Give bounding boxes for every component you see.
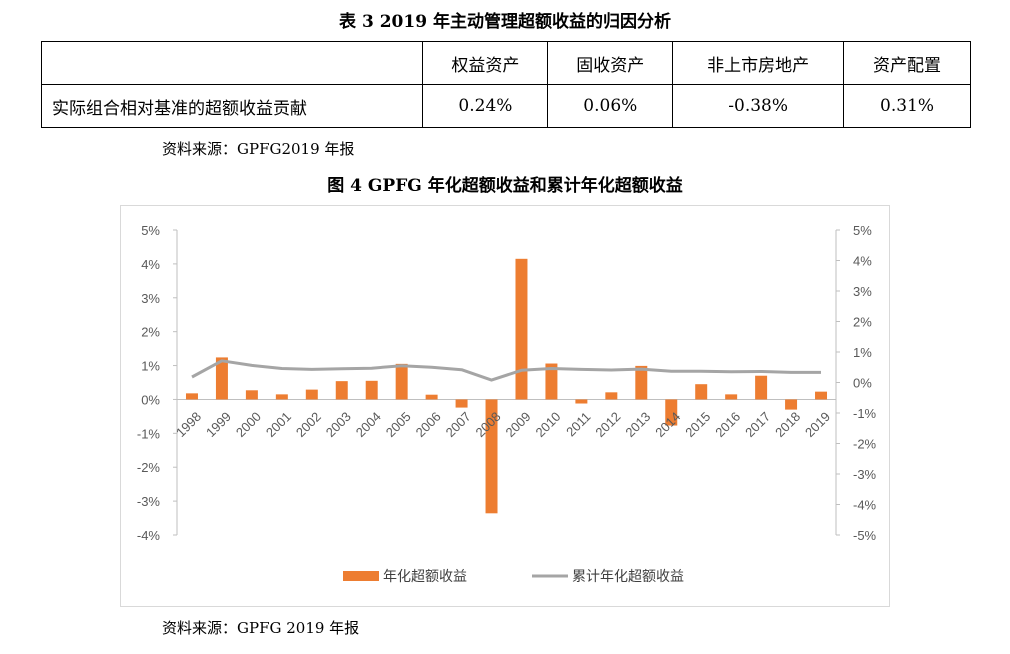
legend-swatch-annual [343, 571, 379, 581]
table-row: 实际组合相对基准的超额收益贡献 0.24% 0.06% -0.38% 0.31% [40, 84, 971, 128]
left-axis-tick-label: 0% [141, 392, 160, 407]
bar-2018 [785, 399, 798, 410]
category-label-2019: 2019 [802, 409, 833, 440]
header-cell-fixed-income: 固收资产 [547, 41, 674, 85]
bar-1999 [215, 357, 228, 400]
bar-2007 [455, 399, 468, 408]
bar-2015 [695, 384, 708, 400]
bar-2013 [635, 365, 648, 400]
category-label-2012: 2012 [592, 409, 623, 440]
bar-2000 [245, 390, 258, 400]
value-cell-allocation: 0.31% [843, 84, 971, 128]
category-label-1998: 1998 [173, 409, 204, 440]
header-cell-real-estate: 非上市房地产 [672, 41, 845, 85]
bar-2016 [725, 394, 738, 400]
left-axis-tick-label: 3% [141, 291, 160, 306]
header-cell-empty [40, 41, 424, 85]
bar-2004 [365, 380, 378, 400]
right-axis-tick-label: 1% [853, 345, 872, 360]
category-label-2015: 2015 [682, 409, 713, 440]
category-label-2005: 2005 [383, 409, 414, 440]
category-label-2017: 2017 [742, 409, 773, 440]
bar-2008 [485, 399, 498, 514]
left-axis-tick-label: -3% [137, 494, 161, 509]
header-cell-equity: 权益资产 [422, 41, 549, 85]
row-label: 实际组合相对基准的超额收益贡献 [40, 84, 424, 128]
category-label-2000: 2000 [233, 409, 264, 440]
table-title: 表 3 2019 年主动管理超额收益的归因分析 [339, 12, 671, 32]
left-axis-tick-label: 4% [141, 257, 160, 272]
figure-source: 资料来源：GPFG 2019 年报 [162, 619, 360, 637]
right-axis-tick-label: 4% [853, 254, 872, 269]
left-axis-tick-label: -1% [137, 426, 161, 441]
legend-label-annual: 年化超额收益 [383, 569, 467, 585]
header-cell-allocation: 资产配置 [843, 41, 971, 85]
category-label-2011: 2011 [563, 409, 593, 439]
category-label-2007: 2007 [443, 409, 474, 440]
right-axis-tick-label: -5% [853, 528, 877, 543]
category-label-2002: 2002 [293, 409, 324, 440]
category-label-2001: 2001 [263, 409, 294, 440]
bar-2006 [425, 394, 438, 400]
category-label-2010: 2010 [532, 409, 563, 440]
value-cell-real-estate: -0.38% [672, 84, 845, 128]
bar-2010 [545, 363, 558, 400]
right-axis-tick-label: 2% [853, 315, 872, 330]
bar-2014 [665, 399, 678, 426]
category-label-2014: 2014 [652, 409, 683, 440]
right-axis-tick-label: -3% [853, 467, 877, 482]
table-header-row: 权益资产 固收资产 非上市房地产 资产配置 [40, 41, 971, 85]
attribution-table: 权益资产 固收资产 非上市房地产 资产配置 实际组合相对基准的超额收益贡献 0.… [40, 41, 971, 128]
value-cell-equity: 0.24% [422, 84, 549, 128]
right-axis-tick-label: 3% [853, 284, 872, 299]
bar-2009 [515, 258, 528, 400]
bar-2017 [755, 375, 768, 400]
right-axis-tick-label: -4% [853, 498, 877, 513]
category-label-2004: 2004 [353, 409, 384, 440]
legend-label-cumulative: 累计年化超额收益 [572, 569, 684, 585]
right-axis-tick-label: 0% [853, 376, 872, 391]
left-axis-tick-label: -2% [137, 460, 161, 475]
right-axis-tick-label: 5% [853, 223, 872, 238]
bar-2005 [395, 363, 408, 400]
cumulative-line [191, 359, 821, 382]
category-label-2006: 2006 [413, 409, 444, 440]
right-axis-tick-label: -2% [853, 437, 877, 452]
bar-2001 [275, 394, 288, 400]
category-label-2016: 2016 [712, 409, 743, 440]
category-label-2009: 2009 [503, 409, 534, 440]
bar-1998 [185, 393, 198, 400]
excess-return-chart: 5% 4% 3% 2% 1% 0% -1% -2% -3% -4% 5% 4% 3% 2% 1% 0% -1% -… [137, 223, 877, 585]
right-axis-tick-label: -1% [853, 406, 877, 421]
left-axis-tick-label: 2% [141, 325, 160, 340]
category-label-2013: 2013 [622, 409, 653, 440]
bar-2002 [305, 389, 318, 400]
category-label-1999: 1999 [203, 409, 234, 440]
bar-2012 [605, 392, 618, 400]
left-axis-tick-label: 1% [141, 359, 160, 374]
bar-2019 [815, 391, 828, 400]
bar-2011 [575, 399, 588, 404]
value-cell-fixed-income: 0.06% [547, 84, 674, 128]
bar-2003 [335, 381, 348, 400]
category-label-2003: 2003 [323, 409, 354, 440]
left-axis-tick-label: 5% [141, 223, 160, 238]
table-source: 资料来源：GPFG2019 年报 [162, 140, 355, 158]
chart-frame [120, 205, 890, 607]
figure-title: 图 4 GPFG 年化超额收益和累计年化超额收益 [327, 176, 683, 196]
category-label-2018: 2018 [772, 409, 803, 440]
left-axis-tick-label: -4% [137, 528, 161, 543]
